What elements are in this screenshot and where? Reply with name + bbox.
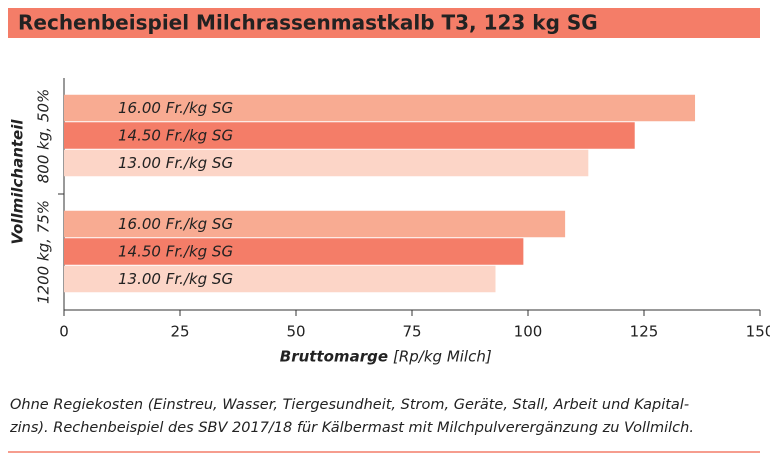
bar xyxy=(64,238,524,265)
y-axis-title: Vollmilchanteil xyxy=(9,119,27,245)
caption-line: Ohne Regiekosten (Einstreu, Wasser, Tier… xyxy=(10,397,689,413)
x-axis-title: Bruttomarge xyxy=(280,348,388,366)
bar xyxy=(64,94,696,122)
bar-label: 14.50 Fr./kg SG xyxy=(118,127,233,145)
x-tick-label: 75 xyxy=(402,323,421,341)
bar-label: 16.00 Fr./kg SG xyxy=(118,99,233,117)
y-tick-label: 1200 kg, 75% xyxy=(35,200,53,304)
x-tick-label: 50 xyxy=(286,323,305,341)
bar-label: 14.50 Fr./kg SG xyxy=(118,243,233,261)
bar-label: 13.00 Fr./kg SG xyxy=(118,270,233,288)
x-tick-label: 0 xyxy=(59,323,69,341)
bar xyxy=(64,122,635,149)
x-axis-unit: [Rp/kg Milch] xyxy=(393,348,492,366)
bar-label: 16.00 Fr./kg SG xyxy=(118,215,233,233)
bar xyxy=(64,149,589,177)
bar xyxy=(64,210,566,238)
caption-line: zins). Rechenbeispiel des SBV 2017/18 fü… xyxy=(9,420,694,436)
y-tick-label: 800 kg, 50% xyxy=(35,89,53,183)
x-tick-label: 25 xyxy=(170,323,189,341)
bar-label: 13.00 Fr./kg SG xyxy=(118,154,233,172)
x-tick-label: 125 xyxy=(630,323,659,341)
title-bar xyxy=(8,8,760,38)
bar xyxy=(64,265,496,293)
chart-title: Rechenbeispiel Milchrassenmastkalb T3, 1… xyxy=(18,11,598,35)
x-tick-label: 150 xyxy=(746,323,770,341)
x-tick-label: 100 xyxy=(514,323,543,341)
